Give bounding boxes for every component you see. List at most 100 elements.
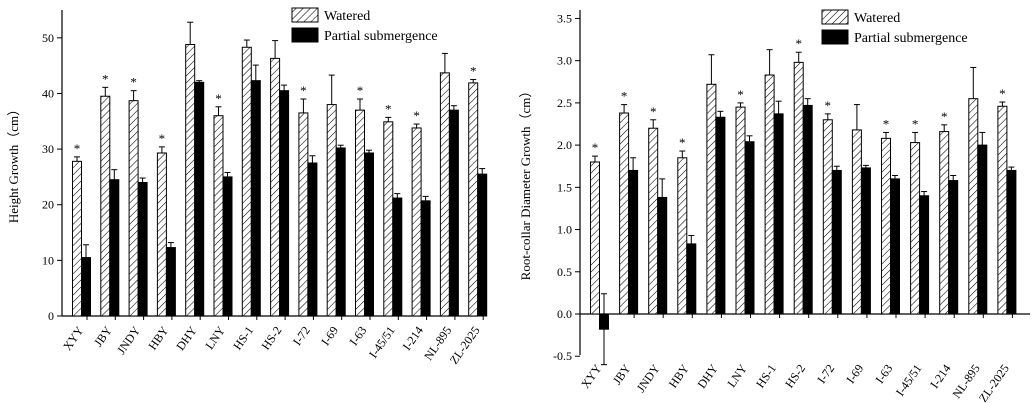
significance-star: * xyxy=(737,87,744,102)
bar-watered xyxy=(648,127,659,315)
significance-star: * xyxy=(912,116,919,131)
bar-partial-submergence xyxy=(890,178,900,315)
bar-partial-submergence xyxy=(686,243,697,315)
bar-watered xyxy=(439,72,450,317)
bar-partial-submergence xyxy=(364,152,374,317)
bar-watered xyxy=(156,152,167,317)
bar-partial-submergence xyxy=(831,169,842,315)
legend-swatch-watered xyxy=(291,7,319,23)
significance-star: * xyxy=(621,89,628,104)
legend: Watered Partial submergence xyxy=(291,7,438,44)
bar-watered xyxy=(241,46,252,317)
bar-watered xyxy=(468,82,479,317)
x-tick-label: I-69 xyxy=(318,324,341,348)
x-tick-label: XYY xyxy=(60,323,87,353)
y-tick-label: 20 xyxy=(42,198,54,212)
significance-star: * xyxy=(883,116,890,131)
x-tick-label: I-214 xyxy=(400,324,426,353)
x-tick-label: I-63 xyxy=(873,362,896,386)
bar-partial-submergence xyxy=(250,80,261,317)
significance-star: * xyxy=(941,109,948,124)
significance-star: * xyxy=(215,91,222,106)
x-tick-label: JBY xyxy=(610,361,634,387)
bar-partial-submergence xyxy=(222,176,233,317)
x-tick-label: ZL-2025 xyxy=(447,324,483,367)
bar-partial-submergence xyxy=(744,141,755,315)
bar-partial-submergence xyxy=(420,200,431,317)
y-axis-label: Height Growth（cm） xyxy=(6,103,21,223)
significance-star: * xyxy=(825,98,832,113)
bar-watered xyxy=(270,57,281,317)
bar-watered xyxy=(383,121,394,317)
bar-watered xyxy=(213,115,224,317)
x-tick-label: XYY xyxy=(578,361,605,391)
significance-star: * xyxy=(300,83,307,98)
legend-label-partial: Partial submergence xyxy=(854,31,968,46)
bar-partial-submergence xyxy=(279,90,290,317)
x-tick-label: JNDY xyxy=(114,323,143,356)
bar-partial-submergence xyxy=(165,247,176,317)
x-tick-label: I-45/51 xyxy=(893,362,925,399)
significance-star: * xyxy=(159,131,166,146)
bar-watered xyxy=(764,74,775,315)
bar-watered xyxy=(968,98,979,315)
x-tick-label: LNY xyxy=(202,323,228,352)
bar-watered xyxy=(677,157,688,315)
x-tick-label: DHY xyxy=(694,361,721,391)
x-tick-label: HS-1 xyxy=(230,324,256,353)
y-tick-label: 30 xyxy=(42,142,54,156)
y-tick-label: -0.5 xyxy=(553,349,572,363)
bar-partial-submergence xyxy=(194,81,205,317)
x-tick-label: ZL-2025 xyxy=(976,362,1012,403)
bar-watered xyxy=(619,112,630,315)
y-tick-label: 1.5 xyxy=(557,180,572,194)
bar-watered xyxy=(128,100,139,317)
bar-partial-submergence xyxy=(773,113,784,315)
root-collar-diameter-chart: -0.5 0.0 0.5 1.0 1.5 2.0 2.5 3.0 3.5 Root-collar … xyxy=(518,9,1030,403)
bar-partial-submergence xyxy=(448,109,459,317)
legend-label-watered: Watered xyxy=(324,9,370,24)
bar-partial-submergence xyxy=(137,181,148,317)
bar-watered xyxy=(355,109,365,317)
y-axis-label: Root-collar Diameter Growth（cm） xyxy=(518,85,533,281)
significance-star: * xyxy=(592,140,599,155)
y-tick-label: 0.0 xyxy=(557,307,572,321)
bar-partial-submergence xyxy=(715,116,726,315)
significance-star: * xyxy=(357,83,364,98)
bar-partial-submergence xyxy=(335,147,346,317)
bar-watered xyxy=(185,43,196,317)
x-tick-label: HS-2 xyxy=(259,324,285,353)
significance-star: * xyxy=(650,104,657,119)
bar-watered xyxy=(822,119,833,315)
y-tick-label: 0.5 xyxy=(557,265,572,279)
x-tick-label: I-69 xyxy=(843,362,866,386)
bar-partial-submergence xyxy=(477,173,488,317)
bar-partial-submergence xyxy=(860,167,871,315)
significance-star: * xyxy=(130,75,137,90)
bar-watered xyxy=(793,61,804,315)
bar-partial-submergence xyxy=(628,169,639,315)
height-growth-chart: 0 10 20 30 40 50 Height Growth（cm） * XYY * JBY * JND… xyxy=(6,7,488,367)
bar-watered xyxy=(910,142,921,315)
significance-star: * xyxy=(413,108,420,123)
bar-watered xyxy=(735,106,746,315)
bar-watered xyxy=(100,95,111,317)
legend-swatch-partial xyxy=(291,27,319,43)
bar-partial-submergence xyxy=(802,104,813,315)
legend-swatch-watered xyxy=(821,9,849,25)
x-tick-label: I-63 xyxy=(347,324,370,348)
bar-partial-submergence xyxy=(392,197,403,317)
x-tick-label: LNY xyxy=(724,361,750,390)
significance-star: * xyxy=(679,135,686,150)
y-tick-label: 50 xyxy=(42,31,54,45)
bar-watered xyxy=(851,129,862,315)
x-tick-label: I-72 xyxy=(814,362,837,386)
bar-partial-submergence xyxy=(919,195,930,315)
y-tick-label: 3.5 xyxy=(557,11,572,25)
x-tick-label: I-214 xyxy=(927,362,953,391)
bar-partial-submergence xyxy=(307,162,318,317)
bar-partial-submergence xyxy=(1006,169,1017,315)
bar-watered xyxy=(881,137,891,315)
significance-star: * xyxy=(999,86,1006,101)
